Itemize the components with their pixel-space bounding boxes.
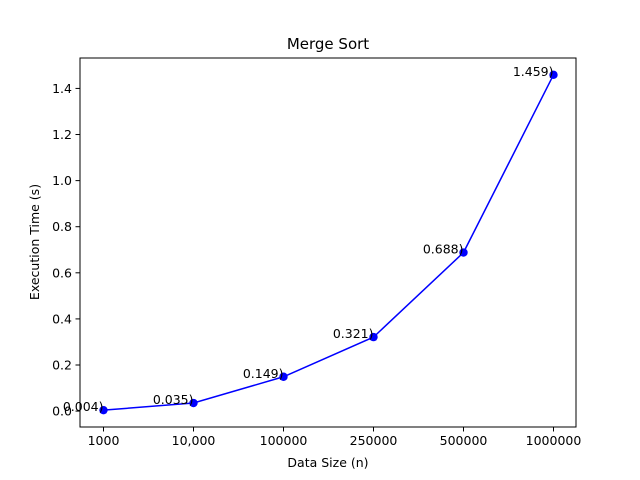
data-point [99,405,108,415]
y-tick-label: 1.2 [52,127,72,142]
x-tick-label: 1000000 [526,433,582,448]
x-tick-label: 100000 [260,433,308,448]
series-line [103,74,555,411]
data-label: 0.035) [153,392,194,407]
data-label: 1.459) [513,64,554,79]
chart-title: Merge Sort [287,35,369,53]
data-label: 0.321) [333,326,374,341]
plot-area [79,57,577,428]
x-tick-label: 10,000 [172,433,216,448]
series-group: 0.004) 0.035) 0.149) 0.321) 0.688) 1.459) [63,64,558,415]
y-axis: 0.0 0.2 0.4 0.6 0.8 1.0 1.2 1.4 [52,81,80,419]
y-tick-label: 0.0 [52,404,72,419]
data-point [459,248,468,257]
data-point [279,372,288,381]
x-axis-label: Data Size (n) [287,455,368,470]
data-point [549,70,558,80]
data-label: 0.149) [243,366,284,381]
y-tick-label: 0.2 [52,358,72,373]
x-tick-label: 250000 [350,433,398,448]
y-tick-label: 0.4 [52,311,72,326]
x-tick-label: 500000 [440,433,488,448]
data-point [189,398,198,408]
y-tick-label: 1.4 [52,81,72,96]
data-label: 0.004) [63,399,104,414]
x-tick-label: 1000 [88,433,120,448]
x-axis: 1000 10,000 100000 250000 500000 1000000 [88,427,582,448]
data-label: 0.688) [423,242,464,257]
y-axis-label: Execution Time (s) [27,184,42,300]
data-point [369,332,378,342]
y-tick-label: 0.6 [52,265,72,280]
y-tick-label: 1.0 [52,173,72,188]
y-tick-label: 0.8 [52,219,72,234]
